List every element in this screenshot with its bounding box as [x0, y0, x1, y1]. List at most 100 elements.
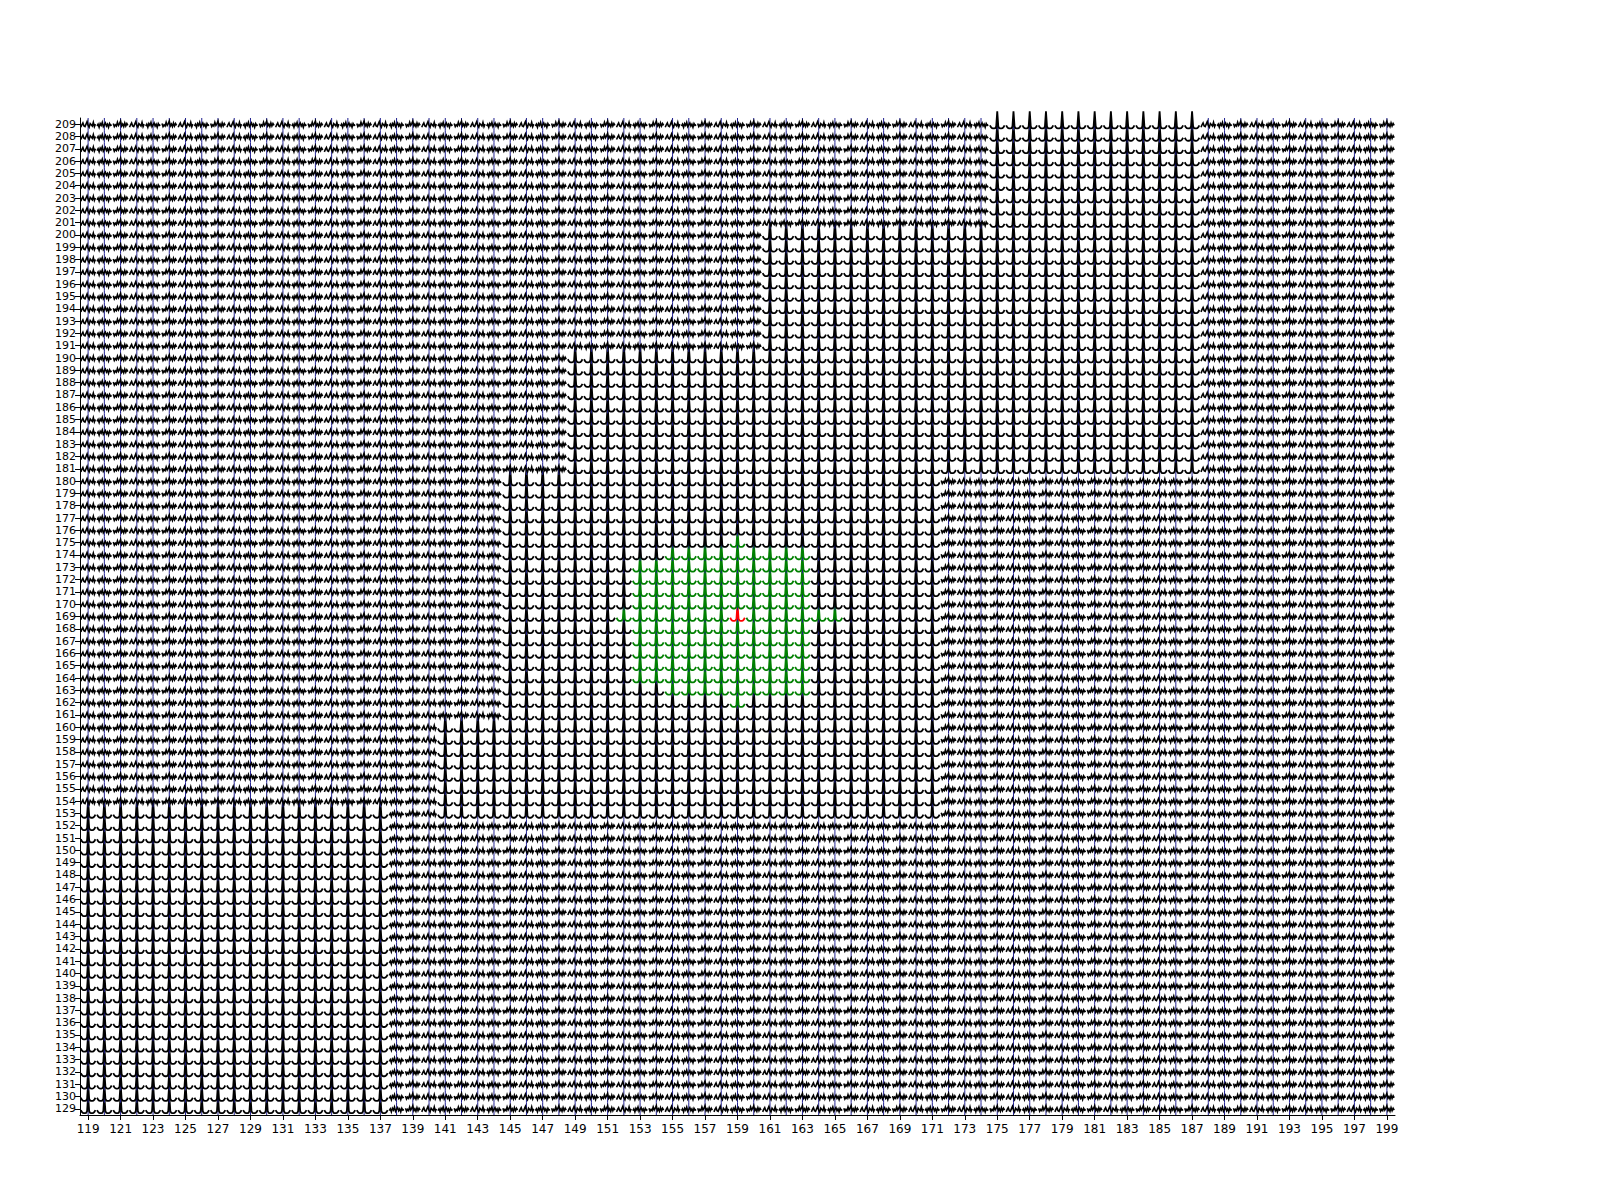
- svg-text:185: 185: [55, 413, 76, 426]
- svg-text:143: 143: [55, 930, 76, 943]
- svg-text:183: 183: [1116, 1122, 1139, 1136]
- svg-text:155: 155: [55, 782, 76, 795]
- svg-text:132: 132: [55, 1065, 76, 1078]
- svg-text:173: 173: [953, 1122, 976, 1136]
- svg-text:193: 193: [55, 315, 76, 328]
- svg-text:196: 196: [55, 278, 76, 291]
- svg-text:192: 192: [55, 327, 76, 340]
- svg-text:137: 137: [369, 1122, 392, 1136]
- svg-text:189: 189: [55, 364, 76, 377]
- svg-text:171: 171: [55, 585, 76, 598]
- svg-text:151: 151: [596, 1122, 619, 1136]
- svg-text:133: 133: [304, 1122, 327, 1136]
- svg-text:200: 200: [55, 228, 76, 241]
- svg-text:131: 131: [55, 1078, 76, 1091]
- svg-text:165: 165: [823, 1122, 846, 1136]
- svg-text:145: 145: [55, 905, 76, 918]
- svg-text:157: 157: [694, 1122, 717, 1136]
- svg-text:187: 187: [55, 388, 76, 401]
- svg-text:157: 157: [55, 758, 76, 771]
- svg-text:161: 161: [55, 708, 76, 721]
- svg-text:153: 153: [55, 807, 76, 820]
- svg-text:154: 154: [55, 795, 76, 808]
- svg-text:205: 205: [55, 167, 76, 180]
- svg-text:185: 185: [1148, 1122, 1171, 1136]
- svg-text:187: 187: [1181, 1122, 1204, 1136]
- svg-text:123: 123: [142, 1122, 165, 1136]
- svg-text:202: 202: [55, 204, 76, 217]
- svg-text:183: 183: [55, 438, 76, 451]
- svg-text:167: 167: [856, 1122, 879, 1136]
- svg-text:193: 193: [1278, 1122, 1301, 1136]
- svg-text:135: 135: [336, 1122, 359, 1136]
- svg-text:153: 153: [629, 1122, 652, 1136]
- svg-text:174: 174: [55, 548, 76, 561]
- svg-text:195: 195: [1310, 1122, 1333, 1136]
- svg-text:201: 201: [55, 216, 76, 229]
- svg-text:178: 178: [55, 499, 76, 512]
- svg-text:139: 139: [55, 979, 76, 992]
- svg-text:170: 170: [55, 598, 76, 611]
- svg-text:139: 139: [401, 1122, 424, 1136]
- svg-text:166: 166: [55, 647, 76, 660]
- svg-text:159: 159: [726, 1122, 749, 1136]
- svg-text:161: 161: [759, 1122, 782, 1136]
- svg-text:164: 164: [55, 672, 76, 685]
- svg-text:133: 133: [55, 1053, 76, 1066]
- svg-text:173: 173: [55, 561, 76, 574]
- svg-text:162: 162: [55, 696, 76, 709]
- svg-text:204: 204: [55, 179, 76, 192]
- svg-text:199: 199: [1375, 1122, 1398, 1136]
- svg-text:144: 144: [55, 918, 76, 931]
- svg-text:159: 159: [55, 733, 76, 746]
- svg-text:189: 189: [1213, 1122, 1236, 1136]
- svg-text:167: 167: [55, 635, 76, 648]
- svg-text:179: 179: [55, 487, 76, 500]
- svg-text:150: 150: [55, 844, 76, 857]
- svg-text:142: 142: [55, 942, 76, 955]
- svg-text:188: 188: [55, 376, 76, 389]
- svg-text:197: 197: [1343, 1122, 1366, 1136]
- svg-text:172: 172: [55, 573, 76, 586]
- svg-text:147: 147: [531, 1122, 554, 1136]
- svg-text:208: 208: [55, 130, 76, 143]
- svg-text:169: 169: [888, 1122, 911, 1136]
- svg-text:206: 206: [55, 155, 76, 168]
- svg-text:163: 163: [55, 684, 76, 697]
- svg-text:156: 156: [55, 770, 76, 783]
- svg-text:179: 179: [1051, 1122, 1074, 1136]
- svg-text:191: 191: [1246, 1122, 1269, 1136]
- svg-text:147: 147: [55, 881, 76, 894]
- svg-text:175: 175: [986, 1122, 1009, 1136]
- svg-text:145: 145: [499, 1122, 522, 1136]
- svg-text:169: 169: [55, 610, 76, 623]
- svg-text:181: 181: [55, 462, 76, 475]
- svg-text:149: 149: [55, 856, 76, 869]
- svg-text:141: 141: [55, 955, 76, 968]
- svg-text:137: 137: [55, 1004, 76, 1017]
- svg-text:131: 131: [271, 1122, 294, 1136]
- svg-text:177: 177: [55, 512, 76, 525]
- svg-text:127: 127: [207, 1122, 230, 1136]
- svg-text:199: 199: [55, 241, 76, 254]
- svg-text:194: 194: [55, 302, 76, 315]
- svg-text:121: 121: [109, 1122, 132, 1136]
- svg-text:148: 148: [55, 868, 76, 881]
- svg-text:125: 125: [174, 1122, 197, 1136]
- svg-text:191: 191: [55, 339, 76, 352]
- svg-text:140: 140: [55, 967, 76, 980]
- svg-text:182: 182: [55, 450, 76, 463]
- svg-text:180: 180: [55, 475, 76, 488]
- svg-text:181: 181: [1083, 1122, 1106, 1136]
- svg-text:119: 119: [77, 1122, 100, 1136]
- svg-text:186: 186: [55, 401, 76, 414]
- svg-text:171: 171: [921, 1122, 944, 1136]
- svg-text:129: 129: [239, 1122, 262, 1136]
- svg-text:203: 203: [55, 192, 76, 205]
- svg-text:176: 176: [55, 524, 76, 537]
- svg-text:195: 195: [55, 290, 76, 303]
- svg-text:134: 134: [55, 1041, 76, 1054]
- svg-text:190: 190: [55, 352, 76, 365]
- svg-text:207: 207: [55, 142, 76, 155]
- svg-text:130: 130: [55, 1090, 76, 1103]
